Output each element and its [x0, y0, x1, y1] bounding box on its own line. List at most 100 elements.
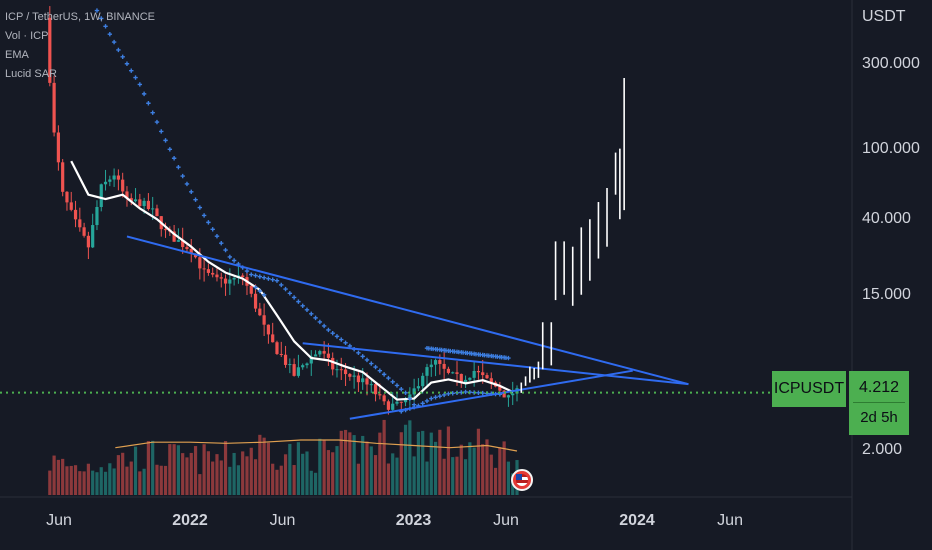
volume-bar [318, 438, 322, 495]
candle-body [219, 277, 223, 279]
us-flag-icon[interactable] [511, 469, 533, 491]
volume-bar [416, 431, 421, 495]
badge-divider [853, 402, 905, 403]
sar-cross [120, 54, 125, 60]
x-tick-label: Jun [717, 512, 743, 529]
sar-cross [334, 334, 340, 339]
volume-bar [361, 435, 365, 495]
sar-cross [150, 110, 155, 115]
indicator-ema[interactable]: EMA [5, 49, 29, 61]
volume-bar [313, 472, 318, 495]
candle-body [151, 208, 155, 210]
candle-body [391, 403, 395, 410]
indicator-lucid-sar[interactable]: Lucid SAR [5, 68, 57, 80]
flag-canton [516, 474, 522, 480]
sar-cross [176, 164, 181, 170]
volume-bar [176, 445, 180, 495]
volume-bar [189, 452, 193, 495]
sar-cross [193, 197, 198, 202]
sar-cross [313, 315, 318, 321]
volume-bar [493, 467, 498, 495]
sar-cross [124, 61, 130, 66]
volume-bar [116, 455, 120, 495]
candle-body [142, 200, 146, 207]
candle-body [326, 353, 331, 358]
candle-body [455, 372, 459, 374]
sar-cross [326, 327, 331, 333]
candle-body [348, 374, 352, 377]
volume-bar [369, 446, 373, 495]
candle-body [399, 401, 403, 403]
sar-cross [159, 129, 164, 134]
sar-cross [107, 32, 113, 37]
candle-body [266, 324, 271, 335]
y-axis-unit[interactable]: USDT [862, 8, 906, 25]
volume-bar [463, 459, 468, 495]
volume-bar [73, 465, 78, 495]
candle-body [502, 390, 506, 398]
volume-bar [245, 456, 249, 495]
sar-cross [390, 379, 395, 384]
volume-bar [258, 434, 262, 495]
indicator-volume[interactable]: Vol · ICP [5, 30, 49, 42]
candle-body [463, 379, 468, 383]
sar-cross [287, 291, 293, 296]
candle-body [172, 231, 176, 242]
candle-body [271, 334, 275, 343]
volume-bar [48, 470, 52, 495]
candle-body [343, 369, 348, 375]
candle-body [403, 398, 408, 403]
candle-body [438, 360, 442, 364]
volume-bar [476, 428, 481, 495]
candle-body [228, 279, 232, 284]
volume-bar [241, 451, 245, 495]
volume-bar [155, 464, 159, 495]
candle-body [125, 191, 129, 199]
volume-bar [343, 429, 348, 495]
trendline [302, 342, 689, 386]
sar-dots-extra [253, 285, 267, 297]
volume-bar [296, 442, 301, 495]
volume-bar [373, 455, 378, 495]
volume-bar [356, 463, 361, 495]
symbol-price-badge: ICPUSDT [772, 371, 846, 407]
volume-bar [121, 452, 125, 495]
volume-bar [335, 446, 339, 495]
volume-bar [395, 457, 399, 495]
candle-body [309, 356, 313, 364]
candle-body [511, 393, 515, 396]
candle-body [331, 357, 335, 370]
sar-cross [433, 395, 438, 400]
x-tick-label: Jun [46, 512, 72, 529]
candle-body [373, 384, 378, 395]
volume-bar [99, 467, 103, 495]
sar-dots [94, 8, 417, 407]
symbol-title[interactable]: ICP / TetherUS, 1W, BINANCE [5, 11, 155, 23]
candle-body [73, 209, 78, 220]
candle-body [69, 202, 73, 210]
sar-cross [111, 39, 117, 45]
volume-bar [151, 440, 155, 495]
volume-bar [331, 452, 335, 495]
candle-body [185, 247, 189, 249]
volume-bar [133, 446, 138, 495]
sar-cross [206, 220, 211, 225]
candle-body [52, 82, 56, 133]
sar-cross [429, 396, 434, 401]
sar-cross [373, 364, 378, 370]
sar-cross [137, 82, 143, 87]
candle-body [442, 363, 446, 369]
candle-body [95, 206, 99, 226]
sar-cross [223, 247, 228, 253]
x-tick-label: 2023 [395, 512, 432, 529]
candle-body [223, 278, 228, 284]
candle-body [198, 257, 202, 269]
candle-body [292, 364, 296, 376]
volume-bar [146, 441, 150, 495]
last-price-label: 4.212 [858, 379, 900, 396]
candle-body [103, 181, 108, 185]
sar-cross [283, 286, 288, 292]
candle-body [146, 200, 150, 209]
